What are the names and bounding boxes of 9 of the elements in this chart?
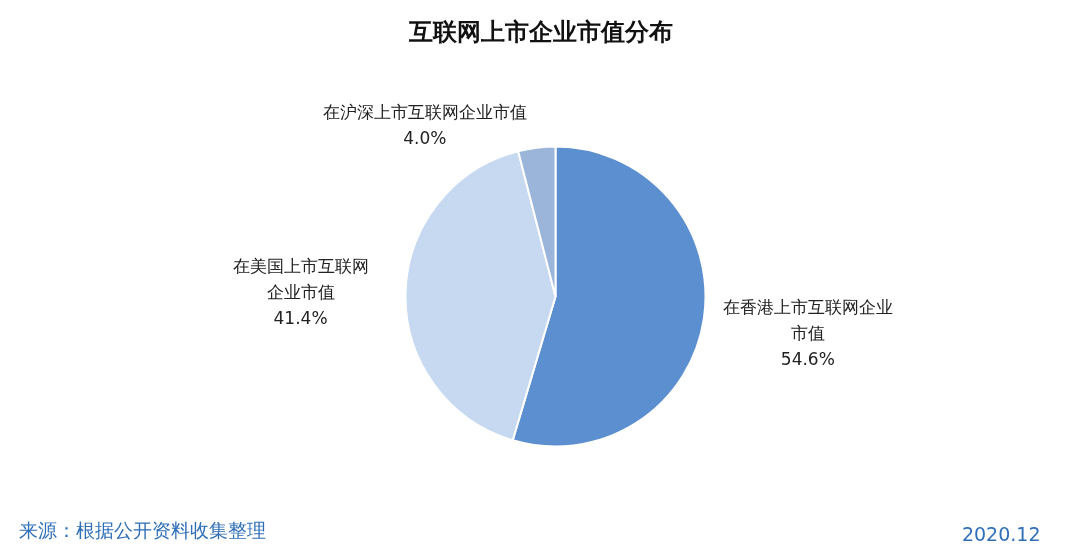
slice-label: 在美国上市互联网企业市值 <box>232 255 369 302</box>
data-label: 4.0% <box>403 127 447 148</box>
data-label: 54.6% <box>780 349 835 370</box>
data-label: 41.4% <box>273 307 328 328</box>
text: 2020.12 <box>961 522 1041 545</box>
slice-label: 在沪深上市互联网企业市值 <box>322 101 527 122</box>
source-note: 来源：根据公开资料收集整理 <box>18 518 266 541</box>
slice-label: 在香港上市互联网企业市值 <box>722 297 893 344</box>
chart-title: 互联网上市企业市值分布 <box>407 17 673 46</box>
